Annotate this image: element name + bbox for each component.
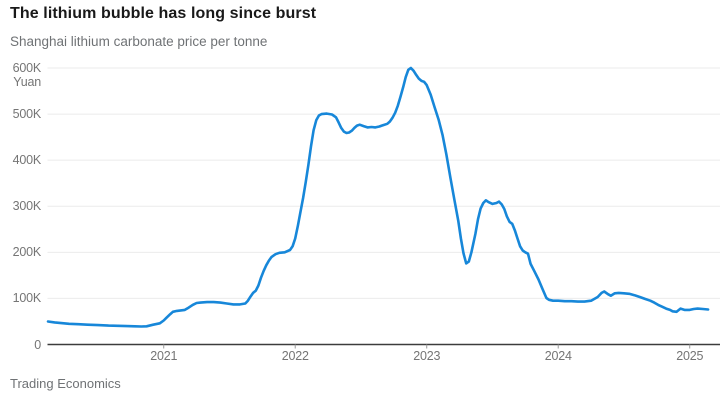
y-axis-tick-label: 200K [12, 245, 42, 260]
y-axis-tick-label: 500K [12, 107, 42, 122]
source-attribution: Trading Economics [10, 376, 121, 391]
x-axis-tick-label: 2023 [413, 349, 441, 363]
y-axis-unit-label: Yuan [13, 75, 41, 89]
x-axis-tick-label: 2021 [150, 349, 178, 363]
x-axis-tick-label: 2024 [544, 349, 572, 363]
x-axis-tick-label: 2025 [676, 349, 704, 363]
y-axis-tick-label: 600K [12, 61, 42, 75]
page-title: The lithium bubble has long since burst [10, 5, 317, 22]
y-axis-tick-label: 400K [12, 153, 42, 168]
chart-subtitle: Shanghai lithium carbonate price per ton… [10, 34, 268, 49]
y-axis-tick-label: 0 [34, 337, 41, 352]
y-axis-tick-label: 100K [12, 291, 42, 306]
y-axis-tick-label: 300K [12, 199, 42, 214]
x-axis-tick-label: 2022 [281, 349, 309, 363]
price-line-series [46, 66, 710, 328]
